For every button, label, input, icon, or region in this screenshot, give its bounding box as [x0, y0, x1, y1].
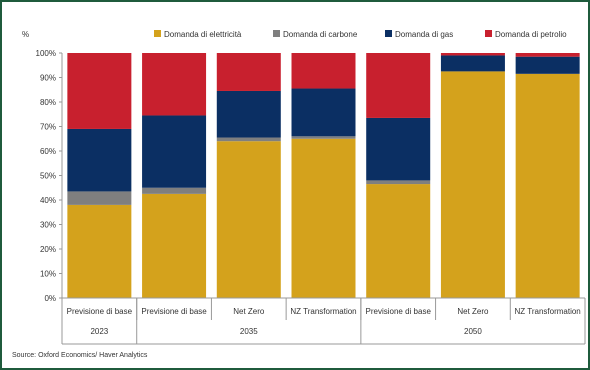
y-tick-label: 80%	[40, 98, 56, 107]
y-tick-label: 100%	[36, 49, 56, 58]
x-axis: Previsione di base Previsione di base Net …	[61, 297, 586, 345]
y-tick-label: 30%	[40, 221, 56, 230]
bar-segment	[440, 53, 505, 56]
bar-segment	[366, 180, 431, 185]
x-category-label: NZ Transformation	[290, 307, 356, 316]
bar-segment	[515, 56, 580, 74]
x-category-label: Previsione di base	[366, 307, 432, 316]
legend-swatch	[485, 30, 492, 37]
bar-segment	[142, 193, 207, 299]
y-tick-label: 90%	[40, 74, 56, 83]
legend-swatch	[154, 30, 161, 37]
bar-segment	[67, 128, 132, 192]
x-category-label: Previsione di base	[141, 307, 207, 316]
bar-segment	[216, 90, 281, 138]
bar-segment	[291, 138, 356, 298]
x-group-label: 2035	[240, 327, 258, 336]
x-group-label: 2023	[90, 327, 108, 336]
legend-label: Domanda di elettricità	[164, 30, 242, 39]
bar-segment	[216, 141, 281, 298]
legend: Domanda di elettricità Domanda di carbone…	[154, 30, 567, 39]
bar-segment	[440, 55, 505, 72]
y-tick-label: 10%	[40, 270, 56, 279]
bar-segment	[366, 184, 431, 298]
x-group-label: 2050	[464, 327, 482, 336]
bar-segment	[67, 191, 132, 205]
legend-label: Domanda di petrolio	[495, 30, 567, 39]
bar-segment	[515, 73, 580, 298]
bars	[67, 53, 580, 299]
bar-segment	[366, 53, 431, 118]
bar-segment	[291, 88, 356, 137]
bar-segment	[216, 137, 281, 142]
y-unit-label: %	[22, 30, 29, 39]
x-category-label: NZ Transformation	[515, 307, 581, 316]
bar-segment	[142, 53, 207, 116]
legend-swatch	[273, 30, 280, 37]
y-tick-label: 50%	[40, 172, 56, 181]
y-tick-label: 20%	[40, 245, 56, 254]
x-category-label: Net Zero	[457, 307, 489, 316]
x-category-label: Net Zero	[233, 307, 265, 316]
bar-segment	[142, 187, 207, 194]
bar-segment	[440, 71, 505, 299]
y-tick-label: 70%	[40, 123, 56, 132]
bar-segment	[67, 53, 132, 129]
y-tick-label: 0%	[44, 294, 56, 303]
bar-segment	[291, 53, 356, 89]
legend-label: Domanda di carbone	[283, 30, 358, 39]
bar-segment	[142, 115, 207, 188]
legend-label: Domanda di gas	[395, 30, 453, 39]
x-category-label: Previsione di base	[67, 307, 133, 316]
bar-segment	[216, 53, 281, 91]
bar-segment	[366, 117, 431, 181]
bar-segment	[291, 136, 356, 139]
bar-segment	[67, 204, 132, 298]
bar-segment	[515, 53, 580, 57]
y-tick-label: 60%	[40, 147, 56, 156]
y-axis: 0% 10% 20% 30% 40% 50% 60% 70% 80% 90% 100%	[36, 49, 63, 303]
y-tick-label: 40%	[40, 196, 56, 205]
legend-swatch	[385, 30, 392, 37]
source-note: Source: Oxford Economics/ Haver Analytic…	[12, 352, 148, 359]
